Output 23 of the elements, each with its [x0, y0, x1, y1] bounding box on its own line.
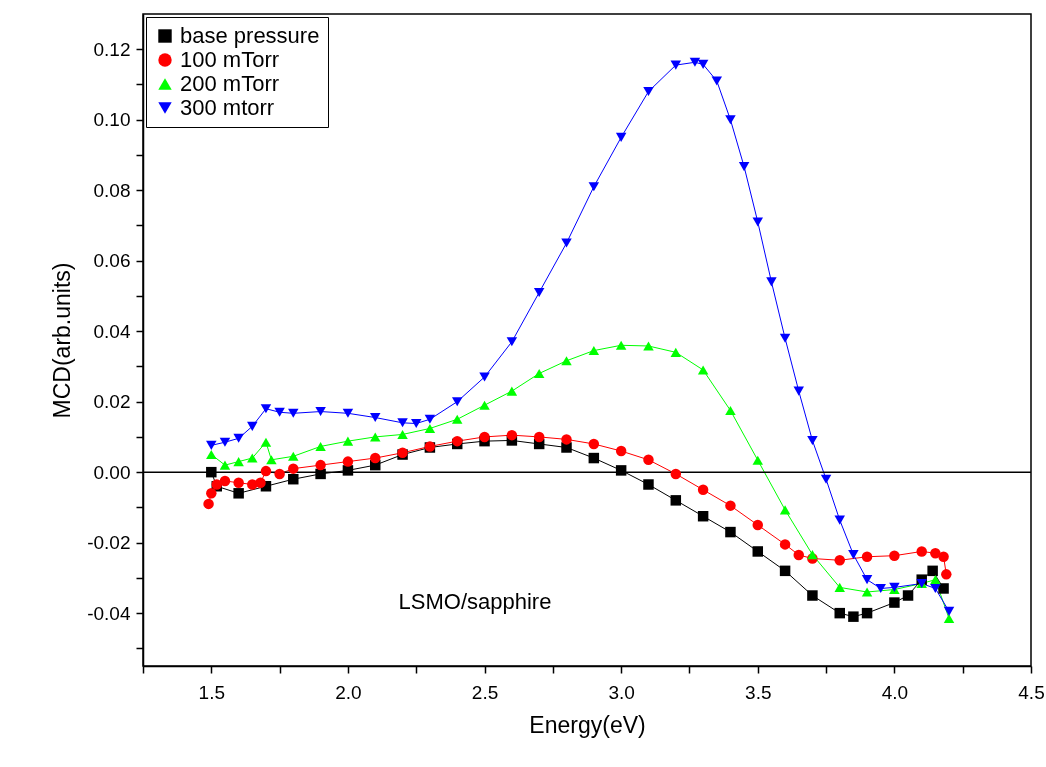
- legend-label: 100 mTorr: [180, 47, 280, 72]
- y-tick-label: -0.04: [87, 602, 131, 624]
- y-tick-label: 0.06: [93, 250, 131, 272]
- y-tick-label: 0.12: [93, 38, 131, 60]
- x-tick-label: 3.0: [608, 681, 635, 703]
- y-tick-label: 0.02: [93, 391, 131, 413]
- legend-label: 300 mtorr: [180, 95, 275, 120]
- x-tick-label: 1.5: [198, 681, 226, 703]
- x-tick-label: 2.0: [335, 681, 362, 703]
- y-tick-label: 0.08: [93, 179, 131, 201]
- x-tick-label: 2.5: [471, 681, 499, 703]
- y-tick-label: 0.00: [93, 461, 131, 483]
- x-tick-label: 4.0: [881, 681, 909, 703]
- x-tick-label: 4.5: [1018, 681, 1045, 703]
- y-tick-label: -0.02: [87, 532, 131, 554]
- y-tick-label: 0.10: [93, 109, 131, 131]
- x-axis-title: Energy(eV): [529, 711, 646, 738]
- legend-label: base pressure: [180, 23, 320, 48]
- y-axis-title: MCD(arb.units): [49, 262, 76, 419]
- annotation: LSMO/sapphire: [398, 589, 552, 614]
- x-tick-label: 3.5: [745, 681, 772, 703]
- y-tick-label: 0.04: [93, 320, 131, 342]
- legend-label: 200 mTorr: [180, 71, 280, 96]
